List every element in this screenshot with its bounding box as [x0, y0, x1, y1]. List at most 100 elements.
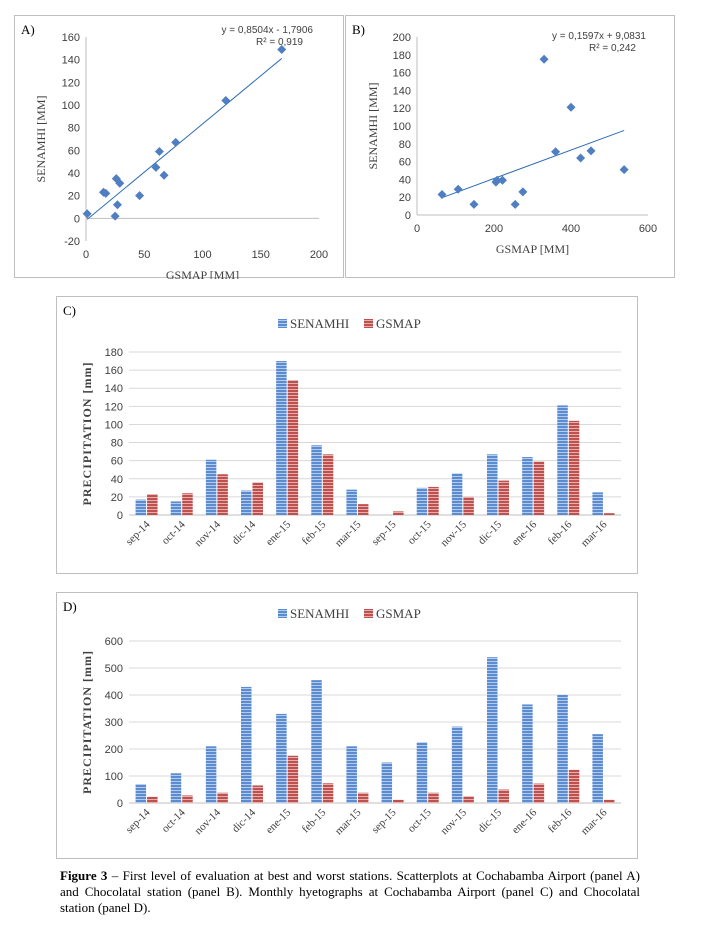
- legend-label-gsmap: GSMAP: [376, 316, 421, 331]
- y-tick-label: 100: [393, 121, 411, 133]
- x-tick-label: mar-15: [333, 518, 364, 549]
- gsmap-bar: [498, 480, 509, 515]
- gsmap-bar: [182, 795, 193, 803]
- y-tick-label: 0: [74, 213, 80, 225]
- x-axis-title: GSMAP [MM]: [496, 242, 569, 256]
- legend-label-senamhi: SENAMHI: [290, 606, 349, 621]
- senamhi-bar: [381, 762, 393, 803]
- data-point: [151, 162, 161, 172]
- gsmap-bar: [287, 755, 299, 803]
- y-tick-label: 0: [405, 210, 411, 222]
- x-tick-label: 200: [310, 249, 328, 261]
- senamhi-bar: [522, 457, 533, 515]
- data-point: [576, 153, 586, 163]
- gsmap-bar: [603, 799, 615, 803]
- x-tick-label: feb-16: [546, 518, 575, 547]
- x-tick-label: nov-15: [438, 806, 469, 837]
- gsmap-bar: [217, 474, 228, 515]
- x-tick-label: 0: [83, 249, 89, 261]
- x-tick-label: 150: [252, 249, 270, 261]
- gsmap-bar: [393, 511, 404, 515]
- senamhi-bar: [311, 445, 322, 515]
- gsmap-bar: [428, 792, 439, 803]
- senamhi-bar: [487, 657, 498, 803]
- x-tick-label: dic-15: [476, 806, 505, 835]
- x-tick-label: ene-16: [510, 518, 540, 548]
- data-point: [510, 199, 520, 209]
- data-point: [469, 199, 479, 209]
- y-tick-label: 120: [62, 77, 80, 89]
- senamhi-bar: [170, 501, 182, 515]
- data-point: [453, 184, 463, 194]
- y-tick-label: 120: [105, 401, 123, 413]
- legend-swatch-gsmap: [364, 609, 373, 618]
- gsmap-bar: [568, 769, 580, 803]
- x-tick-label: mar-15: [333, 806, 364, 837]
- scatter-chart-b: 0 20 40 60 80 100 120 140 160 180 200 0 200 400 600 y =…: [366, 31, 657, 256]
- caption-label: Figure 3: [60, 868, 108, 883]
- x-tick-label: 400: [562, 223, 580, 235]
- data-point: [566, 102, 576, 112]
- y-tick-label: 20: [111, 492, 123, 504]
- data-point: [82, 209, 92, 219]
- gsmap-bar: [322, 783, 334, 803]
- panel-label-d: D): [63, 599, 77, 614]
- r-squared: R² = 0,919: [256, 37, 303, 48]
- data-point: [154, 146, 164, 156]
- r-squared: R² = 0,242: [589, 43, 636, 54]
- gsmap-bar: [322, 454, 334, 515]
- data-point: [551, 147, 561, 157]
- y-tick-label: 300: [105, 717, 123, 729]
- senamhi-bar: [346, 489, 357, 515]
- y-tick-label: 20: [399, 192, 411, 204]
- y-tick-label: 180: [393, 50, 411, 62]
- y-tick-label: 100: [105, 419, 123, 431]
- x-tick-label: mar-16: [579, 518, 610, 549]
- y-tick-label: 140: [393, 85, 411, 97]
- x-tick-label: dic-14: [230, 806, 259, 835]
- y-axis-title: PRECIPITATION [mm]: [80, 362, 94, 506]
- panel-label-c: C): [63, 303, 76, 318]
- panel-label-b: B): [352, 22, 365, 37]
- data-point: [171, 137, 181, 147]
- y-axis-title: SENAMHI [MM]: [34, 95, 48, 182]
- x-tick-label: 200: [485, 223, 503, 235]
- y-tick-label: -20: [64, 236, 80, 248]
- y-tick-label: 140: [62, 55, 80, 67]
- x-tick-label: sep-14: [123, 806, 153, 836]
- x-tick-label: 100: [193, 249, 211, 261]
- senamhi-bar: [416, 742, 428, 803]
- legend-label-gsmap: GSMAP: [376, 606, 421, 621]
- x-tick-label: 50: [138, 249, 150, 261]
- y-axis-title: PRECIPITATION [mm]: [80, 650, 94, 794]
- senamhi-bar: [592, 734, 603, 803]
- y-tick-label: 60: [399, 157, 411, 169]
- trend-equation: y = 0,1597x + 9,0831: [552, 31, 646, 42]
- senamhi-bar: [522, 704, 533, 803]
- x-tick-label: ene-16: [510, 806, 540, 836]
- x-tick-label: sep-15: [369, 806, 399, 836]
- x-tick-label: ene-15: [264, 806, 294, 836]
- gsmap-bar: [182, 493, 193, 515]
- data-point: [437, 190, 447, 200]
- data-point: [112, 200, 122, 210]
- senamhi-bar: [276, 713, 287, 803]
- y-tick-label: 200: [105, 744, 123, 756]
- senamhi-bar: [557, 695, 568, 803]
- gsmap-bar: [533, 461, 545, 515]
- senamhi-bar: [205, 746, 217, 803]
- figure-caption: Figure 3 – First level of evaluation at …: [60, 868, 640, 916]
- bar-panel-c: C) 0 20 40 60 80 100 120 140 160 180 sep-14 oct-14 n…: [56, 296, 638, 574]
- data-point: [101, 188, 111, 198]
- x-tick-label: nov-15: [438, 518, 469, 549]
- x-tick-label: oct-15: [405, 806, 434, 835]
- x-tick-label: oct-14: [159, 518, 188, 547]
- senamhi-bar: [416, 487, 428, 515]
- y-tick-label: 40: [68, 168, 80, 180]
- legend-label-senamhi: SENAMHI: [290, 316, 349, 331]
- trendline: [86, 58, 283, 220]
- x-tick-label: mar-16: [579, 806, 610, 837]
- caption-text: – First level of evaluation at best and …: [60, 868, 640, 915]
